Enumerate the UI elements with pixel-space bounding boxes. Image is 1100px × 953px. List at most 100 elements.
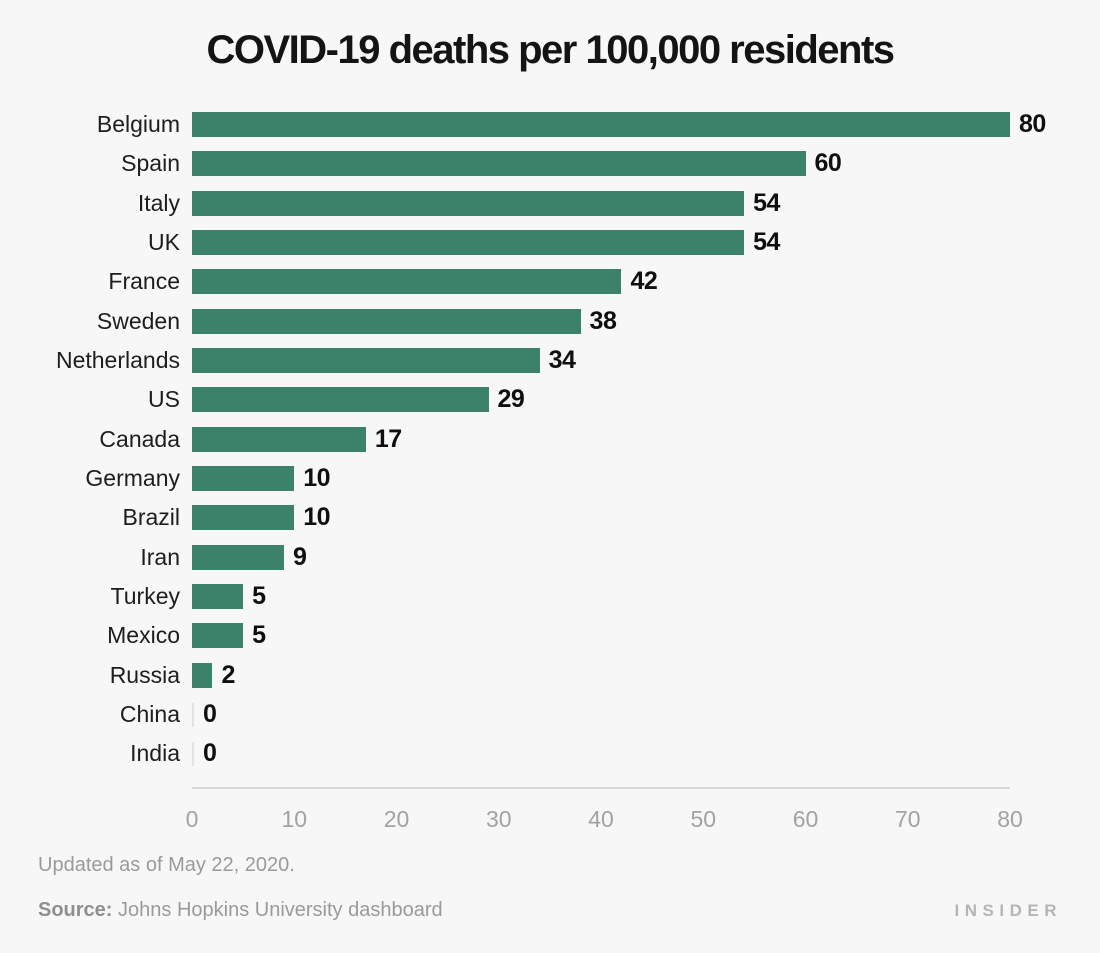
bar-row: Italy 54 xyxy=(0,184,1100,223)
category-label: Iran xyxy=(140,543,180,570)
bar-row: Iran 9 xyxy=(0,538,1100,577)
category-label: Mexico xyxy=(107,622,180,649)
value-label: 29 xyxy=(497,385,525,414)
bar xyxy=(192,112,1010,138)
value-label: 10 xyxy=(303,503,331,532)
category-label: Netherlands xyxy=(55,347,180,374)
bar-row: Turkey 5 xyxy=(0,577,1100,616)
bar xyxy=(192,190,745,216)
category-label: France xyxy=(108,268,180,295)
x-axis-ticks: 0 10 20 30 40 50 60 70 80 xyxy=(186,806,1023,836)
category-label: US xyxy=(148,386,180,413)
value-label: 5 xyxy=(252,582,266,611)
x-tick-label: 50 xyxy=(690,806,717,832)
bar-row: China 0 xyxy=(0,695,1100,734)
bar-track: 10 xyxy=(192,503,1010,532)
zero-baseline-tick xyxy=(192,702,194,727)
bar-row: Netherlands 34 xyxy=(0,341,1100,380)
bar-row: Sweden 38 xyxy=(0,302,1100,341)
value-label: 54 xyxy=(753,188,780,217)
bar-row: Russia 2 xyxy=(0,656,1100,695)
bar-row: Brazil 10 xyxy=(0,498,1100,537)
category-label: Belgium xyxy=(96,111,180,138)
value-label: 54 xyxy=(753,228,780,257)
bar-track: 60 xyxy=(192,149,1010,178)
bar-track: 5 xyxy=(192,582,1010,611)
value-label: 42 xyxy=(630,267,658,296)
bar-track: 42 xyxy=(192,267,1010,296)
bar-row: Mexico 5 xyxy=(0,616,1100,655)
bar-track: 0 xyxy=(192,700,1010,729)
value-label: 0 xyxy=(203,739,217,768)
category-label: Spain xyxy=(121,150,180,177)
bar-track: 10 xyxy=(192,464,1010,493)
value-label: 34 xyxy=(548,346,576,375)
value-label: 9 xyxy=(293,542,307,571)
source-note: Source: Johns Hopkins University dashboa… xyxy=(38,899,443,922)
bar xyxy=(192,308,581,334)
bar-track: 34 xyxy=(192,346,1010,375)
bar-row: Spain 60 xyxy=(0,144,1100,183)
insider-logo: INSIDER xyxy=(954,901,1062,920)
x-tick-label: 70 xyxy=(894,806,921,832)
x-tick-label: 10 xyxy=(281,806,308,832)
value-label: 60 xyxy=(814,149,842,178)
category-label: Canada xyxy=(99,425,180,452)
bar xyxy=(192,426,366,452)
bar-row: Canada 17 xyxy=(0,420,1100,459)
bar xyxy=(192,623,244,649)
bar xyxy=(192,505,295,531)
value-label: 2 xyxy=(221,660,235,689)
value-label: 10 xyxy=(303,464,331,493)
zero-baseline-tick xyxy=(192,741,194,766)
x-tick-label: 40 xyxy=(588,806,614,832)
bar-row: Belgium 80 xyxy=(0,105,1100,144)
source-text: Johns Hopkins University dashboard xyxy=(112,899,443,921)
category-label: India xyxy=(130,740,180,767)
x-axis-line xyxy=(192,787,1010,789)
category-label: Turkey xyxy=(110,583,180,610)
category-label: UK xyxy=(148,229,180,256)
bar-track: 54 xyxy=(192,188,1010,217)
bar-track: 38 xyxy=(192,306,1010,335)
bar xyxy=(192,544,285,570)
updated-note: Updated as of May 22, 2020. xyxy=(38,854,295,876)
bar xyxy=(192,662,213,688)
bar-rows: Belgium 80 Spain 60 Italy 54 UK 54 France 42 Swede… xyxy=(0,105,1100,774)
category-label: Italy xyxy=(137,189,180,216)
value-label: 38 xyxy=(589,306,617,335)
bar-row: US 29 xyxy=(0,380,1100,419)
value-label: 17 xyxy=(374,424,402,453)
bar xyxy=(192,230,745,256)
source-label: Source: xyxy=(38,899,113,921)
bar xyxy=(192,387,489,413)
bar-row: India 0 xyxy=(0,734,1100,773)
bar xyxy=(192,466,295,492)
bar-track: 9 xyxy=(192,542,1010,571)
bar xyxy=(192,584,244,610)
bar-row: UK 54 xyxy=(0,223,1100,262)
bar xyxy=(192,269,622,295)
x-tick-label: 60 xyxy=(792,806,819,832)
x-tick-label: 30 xyxy=(485,806,512,832)
x-tick-label: 20 xyxy=(383,806,410,832)
bar-track: 54 xyxy=(192,228,1010,257)
bar xyxy=(192,151,806,177)
category-label: Russia xyxy=(109,661,180,688)
bar-row: France 42 xyxy=(0,262,1100,301)
bar-track: 0 xyxy=(192,739,1010,768)
value-label: 80 xyxy=(1019,110,1046,139)
bar xyxy=(192,348,540,374)
bar-track: 2 xyxy=(192,660,1010,689)
value-label: 0 xyxy=(203,700,217,729)
bar-track: 5 xyxy=(192,621,1010,650)
category-label: Germany xyxy=(85,465,180,492)
bar-row: Germany 10 xyxy=(0,459,1100,498)
category-label: China xyxy=(119,701,180,728)
value-label: 5 xyxy=(252,621,266,650)
x-tick-label: 80 xyxy=(997,806,1023,832)
x-tick-label: 0 xyxy=(185,806,199,832)
bar-track: 29 xyxy=(192,385,1010,414)
bar-track: 80 xyxy=(192,110,1046,138)
